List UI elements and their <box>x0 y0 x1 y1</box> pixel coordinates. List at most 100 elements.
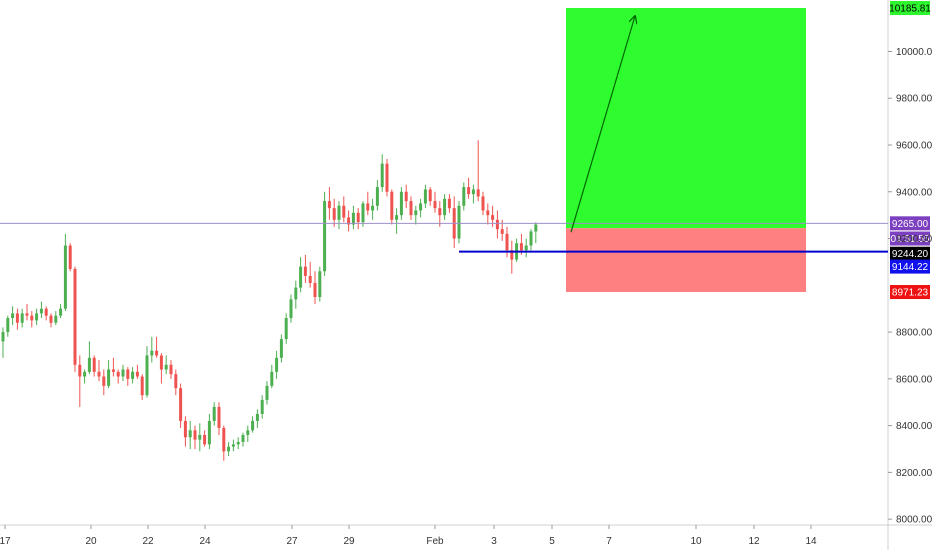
candle-body <box>318 271 322 297</box>
candle-body <box>481 196 485 211</box>
x-tick-label: 24 <box>199 536 211 547</box>
candle-body <box>49 315 53 323</box>
x-tick-label: 14 <box>805 536 817 547</box>
candle-body <box>126 369 130 379</box>
price-badges: 10185.81 9265.00 01:51:55 9244.20 9144.22 897… <box>889 0 931 300</box>
candle-body <box>241 434 245 442</box>
candle-body <box>303 266 307 276</box>
candle-body <box>534 224 538 232</box>
price-badge-label: 9265.00 <box>892 219 929 230</box>
price-badge <box>890 0 930 15</box>
x-tick-label: 29 <box>343 536 355 547</box>
candle-body <box>188 430 192 438</box>
candle-body <box>73 268 77 365</box>
x-tick-label: 10 <box>690 536 702 547</box>
candle-body <box>140 376 144 396</box>
candle-body <box>92 357 96 372</box>
candle-body <box>476 189 480 197</box>
price-badge-label: 9244.20 <box>892 249 929 260</box>
candle-body <box>289 299 293 319</box>
price-badge-label: 01:51:55 <box>891 234 930 245</box>
price-badge-label: 9144.22 <box>892 262 929 273</box>
candle-body <box>409 201 413 216</box>
candle-body <box>6 318 10 333</box>
candle-body <box>164 364 168 370</box>
candle-body <box>121 369 125 377</box>
candle-body <box>20 313 24 323</box>
candle-body <box>159 355 163 370</box>
candle-body <box>25 313 29 316</box>
candle-body <box>371 205 375 211</box>
candle-body <box>131 371 135 379</box>
candle-body <box>227 446 231 452</box>
candle-body <box>207 420 211 445</box>
candle-body <box>308 275 312 283</box>
candle-body <box>63 245 67 309</box>
candle-body <box>462 187 466 206</box>
candle-body <box>471 189 475 195</box>
y-tick-label: 9200.00 <box>896 234 932 245</box>
candle-body <box>491 215 495 220</box>
candle-body <box>116 371 120 377</box>
candle-body <box>107 369 111 386</box>
candle-body <box>419 203 423 211</box>
position-zones <box>566 7 806 293</box>
candle-body <box>35 313 39 321</box>
candle-body <box>399 191 403 216</box>
candle-body <box>342 205 346 218</box>
candle-body <box>519 243 523 251</box>
candle-body <box>327 201 331 209</box>
price-badge <box>890 231 930 246</box>
candle-body <box>87 357 91 372</box>
candle-body <box>385 163 389 192</box>
x-tick-label: 5 <box>549 536 555 547</box>
candle-body <box>380 163 384 188</box>
candle-body <box>313 282 317 297</box>
candle-body <box>145 355 149 396</box>
y-tick-label: 8400.00 <box>896 421 932 432</box>
candle-body <box>347 217 351 225</box>
candle-body <box>231 444 235 447</box>
candle-body <box>255 413 259 421</box>
candle-body <box>529 231 533 246</box>
candle-body <box>332 208 336 220</box>
price-badge <box>890 246 930 261</box>
candle-body <box>174 374 178 389</box>
candle-body <box>299 266 303 288</box>
candle-body <box>15 313 19 323</box>
candle-body <box>438 208 442 216</box>
candle-body <box>337 205 341 220</box>
candle-body <box>111 369 115 372</box>
candle-body <box>150 350 154 356</box>
candle-body <box>198 434 202 440</box>
price-badge <box>890 285 930 300</box>
candle-body <box>500 229 504 234</box>
candle-body <box>217 406 221 428</box>
candle-body <box>11 313 15 319</box>
candle-body <box>169 364 173 375</box>
stop-zone <box>566 228 806 293</box>
candle-body <box>495 219 499 230</box>
price-badge <box>890 259 930 274</box>
candle-body <box>467 187 471 195</box>
candle-body <box>236 441 240 445</box>
candle-body <box>351 212 355 225</box>
candle-body <box>135 371 139 377</box>
candle-body <box>486 210 490 216</box>
candle-body <box>44 308 48 316</box>
candle-body <box>30 315 34 321</box>
candle-body <box>78 364 82 377</box>
candle-body <box>524 245 528 251</box>
x-tick-label: 17 <box>0 536 11 547</box>
candle-body <box>1 332 5 342</box>
candle-body <box>423 189 427 204</box>
y-tick-label: 9800.00 <box>896 94 932 105</box>
candle-body <box>404 191 408 202</box>
x-tick-label: 22 <box>142 536 154 547</box>
candle-body <box>39 308 43 314</box>
candle-body <box>222 427 226 452</box>
price-badge-label: 8971.23 <box>892 288 929 299</box>
candle-body <box>183 420 187 438</box>
